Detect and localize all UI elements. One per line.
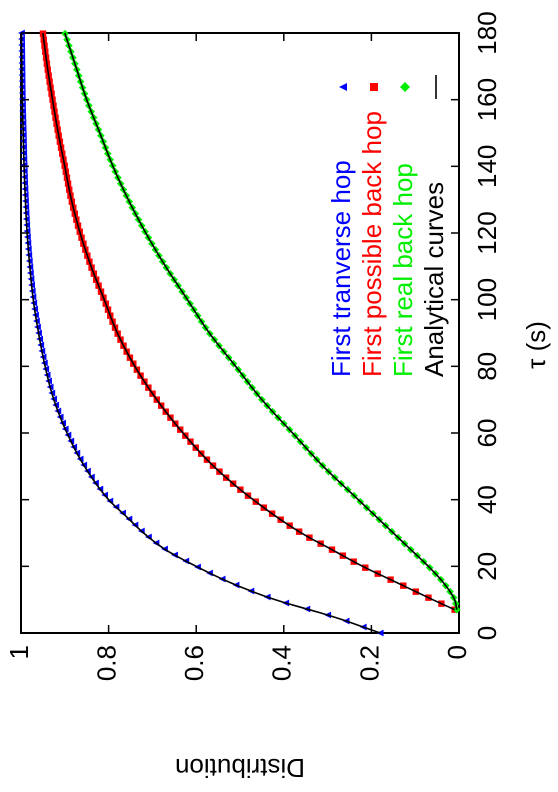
x-tick-label: 20 (472, 552, 502, 581)
x-tick-label: 0 (472, 626, 502, 640)
x-tick-label: 140 (472, 145, 502, 188)
legend-label-square: First possible back hop (357, 111, 387, 377)
x-axis-title: τ (s) (521, 321, 551, 369)
legend-label-diamond: First real back hop (388, 163, 418, 377)
y-tick-label: 0.2 (354, 645, 384, 681)
analytical-curve-diamond (64, 32, 458, 610)
x-tick-label: 100 (472, 278, 502, 321)
analytical-curve-triangle (20, 32, 381, 634)
legend: First tranverse hop First possible back h… (326, 75, 449, 377)
y-tick-label: 1 (4, 645, 34, 659)
analytical-curve-square (42, 32, 455, 611)
plot-frame (20, 32, 460, 634)
legend-label-line: Analytical curves (419, 182, 449, 377)
plot-area: 0 20 40 60 80 100 120 140 160 180 0 0.2 0.4 0.6 0.8 1 τ … (4, 11, 551, 783)
x-tick-label: 80 (472, 352, 502, 381)
legend-swatch-triangle (339, 83, 347, 91)
x-tick-label: 40 (472, 485, 502, 514)
legend-swatch-diamond (400, 82, 410, 92)
x-tick-label: 160 (472, 78, 502, 121)
y-tick-label: 0.8 (91, 645, 121, 681)
x-tick-label: 120 (472, 211, 502, 254)
y-tick-label: 0.4 (267, 645, 297, 681)
y-axis-title: Distribution (175, 753, 305, 783)
legend-swatch-square (370, 83, 378, 91)
y-tick-label: 0 (442, 645, 472, 659)
legend-label-triangle: First tranverse hop (326, 160, 356, 377)
y-tick-label: 0.6 (179, 645, 209, 681)
x-tick-label: 60 (472, 419, 502, 448)
x-tick-label: 180 (472, 11, 502, 54)
